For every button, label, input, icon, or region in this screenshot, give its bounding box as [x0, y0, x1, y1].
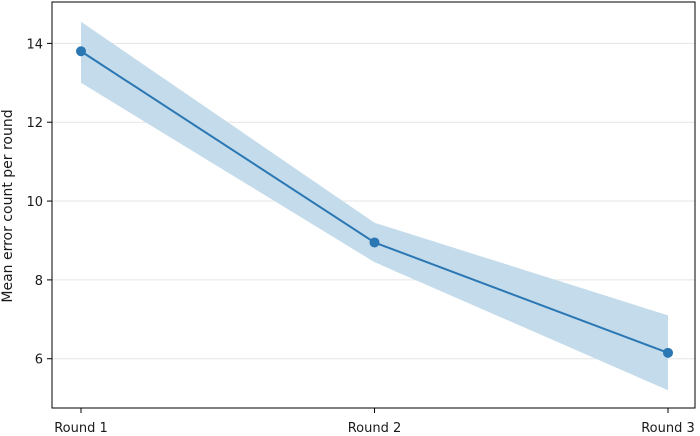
y-tick-label: 14: [26, 37, 43, 52]
y-tick-label: 10: [26, 195, 43, 210]
x-tick-label: Round 2: [348, 421, 402, 436]
data-points: [76, 46, 673, 358]
y-tick-label: 12: [26, 116, 43, 131]
x-axis-ticks: Round 1 Round 2 Round 3: [54, 408, 695, 436]
confidence-band: [81, 21, 668, 391]
x-tick-label: Round 1: [54, 421, 108, 436]
data-point: [663, 347, 673, 358]
y-axis-ticks: 6 8 10 12 14: [26, 37, 52, 368]
confidence-band-layer: [81, 21, 668, 391]
plot-frame: [51, 1, 696, 409]
y-axis-label: Mean error count per round: [0, 109, 16, 302]
data-point: [369, 237, 380, 248]
x-tick-label: Round 3: [641, 421, 695, 436]
y-tick-label: 8: [35, 274, 43, 289]
y-tick-label: 6: [35, 353, 43, 368]
data-point: [76, 46, 86, 57]
